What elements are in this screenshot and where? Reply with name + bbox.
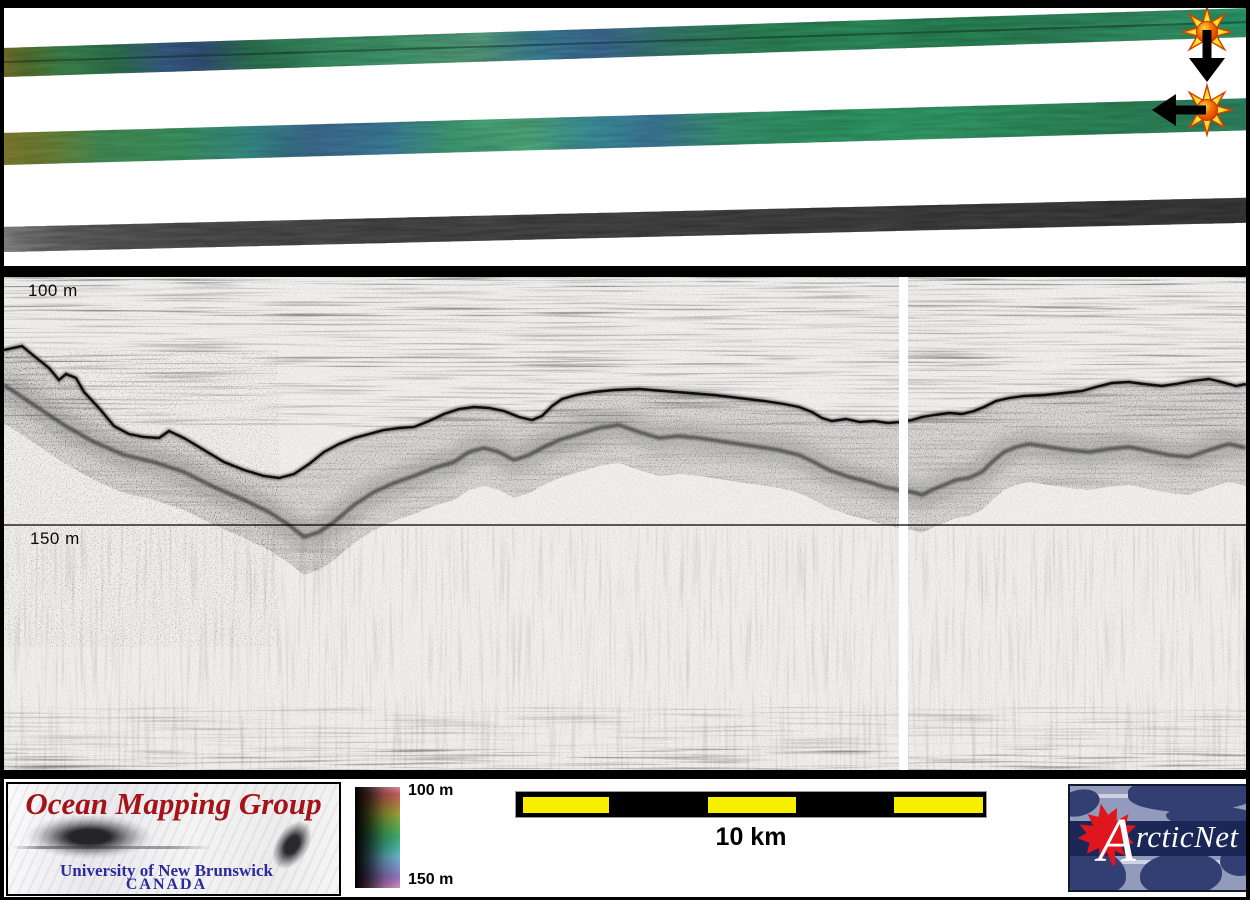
maple-leaf-icon bbox=[1077, 803, 1137, 866]
omg-logo: Ocean Mapping Group University of New Br… bbox=[6, 782, 341, 896]
arcticnet-logo: ArcticNet bbox=[1068, 784, 1246, 892]
swath-panel bbox=[4, 8, 1246, 266]
scale-bar-segment bbox=[708, 797, 796, 813]
bathymetry-strip-2 bbox=[4, 98, 1246, 166]
seismic-graphics bbox=[4, 277, 1246, 770]
sidescan-strip bbox=[4, 197, 1246, 253]
footer-bar: Ocean Mapping Group University of New Br… bbox=[4, 779, 1246, 897]
swath-graphics bbox=[4, 8, 1246, 253]
line-start-marker-2 bbox=[1152, 84, 1233, 136]
colorbar-top-label: 100 m bbox=[408, 782, 454, 799]
scale-bar-segment bbox=[894, 797, 983, 813]
omg-university: University of New Brunswick bbox=[60, 861, 273, 880]
depth-label-150m: 150 m bbox=[30, 529, 80, 548]
arcticnet-initial: A bbox=[1098, 807, 1136, 875]
omg-country: CANADA bbox=[125, 876, 208, 893]
arcticnet-wordmark: ArcticNet bbox=[1098, 810, 1239, 872]
arcticnet-rest: rcticNet bbox=[1135, 819, 1239, 854]
arctic-landmass bbox=[1140, 852, 1222, 890]
data-gap bbox=[899, 277, 908, 770]
subbottom-profile-panel: 100 m 150 m bbox=[4, 277, 1246, 770]
down-arrow-icon bbox=[1189, 30, 1225, 82]
bathymetry-strip-1 bbox=[4, 8, 1246, 78]
colorbar-bottom-label: 150 m bbox=[408, 871, 454, 888]
scale-bar bbox=[515, 791, 987, 818]
line-start-marker-1 bbox=[1181, 8, 1233, 82]
sonar-image-left bbox=[22, 816, 182, 862]
left-arrow-icon bbox=[1152, 94, 1206, 126]
seafloor-reflector bbox=[4, 343, 1246, 481]
depth-colorbar bbox=[355, 787, 400, 888]
depth-label-100m: 100 m bbox=[28, 281, 78, 300]
scale-bar-segment bbox=[523, 797, 609, 813]
scale-bar-label: 10 km bbox=[715, 823, 787, 851]
omg-title: Ocean Mapping Group bbox=[25, 786, 322, 821]
